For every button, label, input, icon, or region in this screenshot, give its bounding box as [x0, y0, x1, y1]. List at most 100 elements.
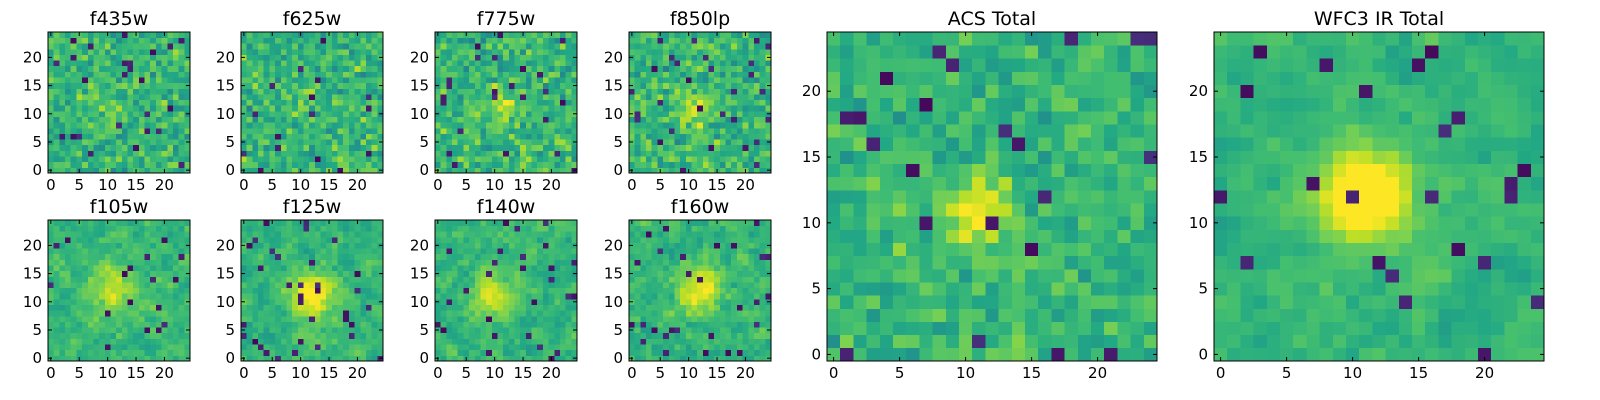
heatmap-cell [736, 287, 743, 294]
heatmap-cell [172, 156, 180, 163]
heatmap-cells [629, 220, 772, 362]
heatmap-cell [377, 133, 384, 140]
heatmap-cell [241, 122, 248, 129]
heatmap-cells [48, 32, 191, 174]
heatmap-cell [246, 32, 253, 39]
heatmap-cell [446, 332, 453, 339]
heatmap-cell [263, 315, 270, 322]
heatmap-cell [725, 110, 732, 117]
heatmap-cell [469, 248, 476, 255]
y-tick-label: 20 [23, 236, 42, 254]
heatmap-cell [365, 77, 373, 84]
heatmap-cell [144, 304, 151, 311]
heatmap-cell [150, 236, 157, 243]
heatmap-cell [554, 259, 561, 266]
heatmap-cell [371, 315, 378, 322]
heatmap-cell [759, 43, 766, 50]
heatmap-cell [663, 156, 670, 163]
heatmap-cell [452, 236, 459, 243]
heatmap-cell [537, 270, 544, 277]
heatmap-cell [748, 48, 755, 55]
heatmap-cell [514, 105, 521, 112]
heatmap-cell [748, 105, 755, 112]
heatmap-cell [469, 133, 476, 140]
heatmap-cell [674, 293, 681, 300]
heatmap-cell [702, 65, 709, 72]
heatmap-cell [435, 99, 442, 106]
heatmap-cell [474, 355, 481, 362]
heatmap-cell [435, 77, 442, 84]
heatmap-cell [446, 54, 453, 61]
heatmap-cell [144, 54, 151, 61]
heatmap-cell [184, 282, 191, 289]
heatmap-cell [99, 88, 106, 95]
heatmap-cell [127, 321, 134, 328]
heatmap-cell [87, 60, 94, 67]
heatmap-cell [178, 43, 185, 50]
heatmap-cell [508, 105, 515, 112]
heatmap-cell [133, 321, 140, 328]
heatmap-cell [184, 156, 191, 163]
heatmap-cell [440, 54, 447, 61]
heatmap-cell [725, 60, 732, 67]
heatmap-cell [138, 321, 145, 328]
heatmap-cell [269, 304, 276, 311]
heatmap-cell [320, 282, 327, 289]
heatmap-cell [252, 242, 259, 249]
heatmap-cell [657, 71, 664, 78]
heatmap-cell [354, 298, 361, 305]
heatmap-cell [759, 65, 766, 72]
heatmap-cell [452, 144, 459, 151]
heatmap-cell [314, 253, 321, 260]
heatmap-cell [121, 82, 128, 89]
heatmap-cell [559, 88, 567, 95]
heatmap-cell [537, 332, 544, 339]
heatmap-cell [674, 99, 681, 106]
heatmap-cell [463, 156, 470, 163]
heatmap-cell [87, 156, 94, 163]
heatmap-cell [525, 60, 532, 67]
heatmap-cell [292, 37, 299, 44]
heatmap-cell [525, 225, 532, 232]
heatmap-cell [178, 315, 185, 322]
heatmap-cell [93, 349, 100, 356]
heatmap-cell [503, 315, 510, 322]
heatmap-cell [725, 298, 732, 305]
heatmap-cell [742, 43, 749, 50]
heatmap-cell [748, 332, 755, 339]
heatmap-cell [155, 71, 162, 78]
heatmap-cell [110, 82, 117, 89]
heatmap-cell [691, 282, 698, 289]
heatmap-cell [435, 133, 442, 140]
heatmap-cell [150, 110, 157, 117]
heatmap-cell [725, 133, 732, 140]
heatmap-cell [503, 82, 510, 89]
heatmap-cell [76, 105, 83, 112]
heatmap-cell [736, 110, 743, 117]
heatmap-cell [99, 315, 106, 322]
heatmap-cell [748, 116, 755, 123]
heatmap-cell [292, 54, 299, 61]
heatmap-cell [520, 71, 527, 78]
heatmap-cell [559, 116, 567, 123]
heatmap-cell [565, 161, 572, 168]
x-tick-label: 15 [319, 364, 338, 382]
heatmap-cell [178, 259, 185, 266]
heatmap-cell [657, 88, 664, 95]
heatmap-cell [691, 37, 698, 44]
heatmap-cell [121, 43, 128, 50]
heatmap-cell [241, 282, 248, 289]
heatmap-cell [258, 310, 265, 317]
heatmap-cell [646, 349, 653, 356]
heatmap-cell [440, 65, 447, 72]
heatmap-cell [697, 310, 704, 317]
heatmap-cell [377, 116, 384, 123]
heatmap-cell [59, 231, 66, 238]
heatmap-cell [565, 298, 572, 305]
heatmap-cell [559, 332, 567, 339]
heatmap-cell [531, 65, 538, 72]
heatmap-cell [457, 265, 464, 272]
heatmap-cell [719, 355, 726, 362]
heatmap-cell [491, 310, 498, 317]
heatmap-cell [155, 60, 162, 67]
